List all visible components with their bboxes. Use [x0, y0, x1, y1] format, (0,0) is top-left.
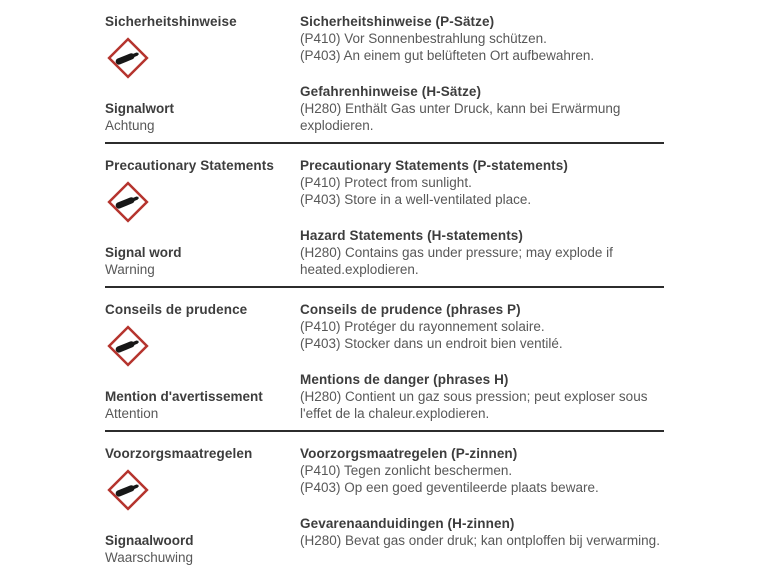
h-statement-line: (H280) Contains gas under pressure; may … — [300, 245, 613, 277]
p-statement-line: (P403) Store in a well-ventilated place. — [300, 192, 532, 207]
signal-word-block: Signalwort Achtung — [105, 100, 174, 134]
p-statements-heading: Voorzorgsmaatregelen (P-zinnen) — [300, 446, 518, 461]
left-column: Sicherheitshinweise Signalwort Achtung — [105, 13, 300, 134]
signal-word-block: Signal word Warning — [105, 244, 182, 278]
p-statement-line: (P410) Protéger du rayonnement solaire. — [300, 319, 545, 334]
section-english: Precautionary Statements Signal word War… — [105, 142, 664, 286]
signal-word-value: Attention — [105, 406, 159, 421]
signal-word-block: Signaalwoord Waarschuwing — [105, 532, 194, 566]
signal-word-label: Signalwort — [105, 101, 175, 116]
left-column: Precautionary Statements Signal word War… — [105, 157, 300, 278]
signal-word-block: Mention d'avertissement Attention — [105, 388, 263, 422]
h-statements-heading: Gefahrenhinweise (H-Sätze) — [300, 84, 482, 99]
p-statement-line: (P403) An einem gut belüfteten Ort aufbe… — [300, 48, 595, 63]
section-french: Conseils de prudence Mention d'avertisse… — [105, 286, 664, 430]
section-dutch: Voorzorgsmaatregelen Signaalwoord Waarsc… — [105, 430, 664, 578]
p-statement-line: (P410) Tegen zonlicht beschermen. — [300, 463, 513, 478]
left-column: Voorzorgsmaatregelen Signaalwoord Waarsc… — [105, 445, 300, 566]
ghs04-gas-cylinder-icon — [107, 469, 149, 511]
p-statements-heading: Sicherheitshinweise (P-Sätze) — [300, 14, 495, 29]
h-statement-line: (H280) Contient un gaz sous pression; pe… — [300, 389, 648, 421]
safety-statements-content: Sicherheitshinweise Signalwort Achtung — [105, 0, 664, 578]
p-statements-heading: Conseils de prudence (phrases P) — [300, 302, 521, 317]
ghs04-gas-cylinder-icon — [107, 37, 149, 79]
signal-word-label: Signal word — [105, 245, 182, 260]
h-statement-line: (H280) Enthält Gas unter Druck, kann bei… — [300, 101, 621, 133]
p-statement-line: (P410) Protect from sunlight. — [300, 175, 472, 190]
signal-word-value: Achtung — [105, 118, 155, 133]
p-statement-line: (P403) Stocker dans un endroit bien vent… — [300, 336, 563, 351]
signal-word-label: Signaalwoord — [105, 533, 194, 548]
precautionary-statements-label: Precautionary Statements — [105, 158, 274, 173]
right-column: Precautionary Statements (P-statements) … — [300, 157, 664, 278]
h-statements-heading: Hazard Statements (H-statements) — [300, 228, 524, 243]
signal-word-value: Waarschuwing — [105, 550, 194, 565]
h-statement-line: (H280) Bevat gas onder druk; kan ontplof… — [300, 533, 660, 548]
h-statements-heading: Gevarenaanduidingen (H-zinnen) — [300, 516, 515, 531]
ghs04-gas-cylinder-icon — [107, 325, 149, 367]
p-statement-line: (P403) Op een goed geventileerde plaats … — [300, 480, 599, 495]
p-statements-heading: Precautionary Statements (P-statements) — [300, 158, 568, 173]
signal-word-value: Warning — [105, 262, 155, 277]
right-column: Sicherheitshinweise (P-Sätze) (P410) Vor… — [300, 13, 664, 134]
signal-word-label: Mention d'avertissement — [105, 389, 263, 404]
p-statement-line: (P410) Vor Sonnenbestrahlung schützen. — [300, 31, 547, 46]
right-column: Voorzorgsmaatregelen (P-zinnen) (P410) T… — [300, 445, 664, 566]
precautionary-statements-label: Voorzorgsmaatregelen — [105, 446, 253, 461]
precautionary-statements-label: Conseils de prudence — [105, 302, 248, 317]
precautionary-statements-label: Sicherheitshinweise — [105, 14, 237, 29]
left-column: Conseils de prudence Mention d'avertisse… — [105, 301, 300, 422]
section-german: Sicherheitshinweise Signalwort Achtung — [105, 0, 664, 142]
h-statements-heading: Mentions de danger (phrases H) — [300, 372, 509, 387]
right-column: Conseils de prudence (phrases P) (P410) … — [300, 301, 664, 422]
ghs04-gas-cylinder-icon — [107, 181, 149, 223]
